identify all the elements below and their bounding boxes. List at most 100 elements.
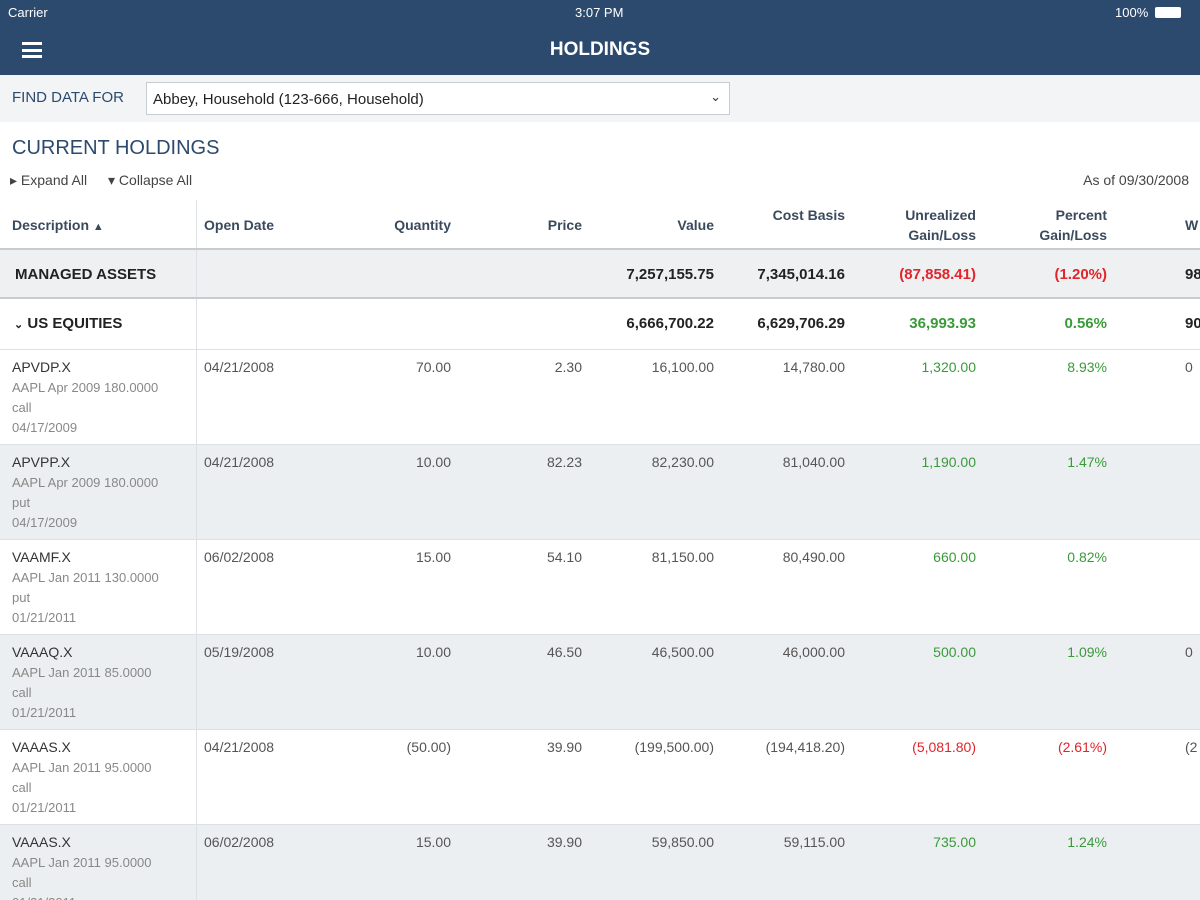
group-w: 98 (1185, 266, 1200, 283)
cell-value: 16,100.00 (651, 359, 714, 375)
group-name: MANAGED ASSETS (15, 266, 156, 283)
holding-row[interactable]: APVDP.X AAPL Apr 2009 180.0000 call 04/17/2… (0, 350, 1200, 445)
collapse-all[interactable]: ▾ Collapse All (108, 172, 193, 188)
cell-price: 39.90 (546, 739, 582, 755)
expand-label: Expand All (20, 172, 88, 188)
column-header[interactable]: Open Date (204, 217, 275, 233)
expiry: 04/17/2009 (12, 515, 78, 530)
cell-percent: 8.93% (1067, 359, 1107, 375)
cell-cost: 46,000.00 (782, 644, 845, 660)
collapse-label: Collapse All (118, 172, 193, 188)
cell-quantity: 70.00 (415, 359, 451, 375)
symbol: VAAAS.X (12, 834, 71, 850)
symbol: APVPP.X (12, 454, 71, 470)
cell-price: 82.23 (546, 454, 582, 470)
expiry: 01/21/2011 (12, 893, 76, 900)
cell-cost: (194,418.20) (765, 739, 845, 755)
group-value: 7,257,155.75 (626, 266, 714, 283)
description: AAPL Jan 2011 95.0000 (12, 760, 152, 775)
description: AAPL Apr 2009 180.0000 (12, 380, 159, 395)
cell-quantity: 10.00 (415, 644, 451, 660)
cell-quantity: 15.00 (415, 549, 451, 565)
cell-open: 04/21/2008 (204, 359, 275, 375)
divider (196, 540, 197, 634)
group-label: US EQUITIES (27, 315, 123, 332)
expiry: 01/21/2011 (12, 800, 77, 815)
cell-open: 06/02/2008 (204, 549, 275, 565)
divider (196, 299, 197, 349)
cell-gain: 1,190.00 (921, 454, 977, 470)
option-type: call (12, 685, 32, 700)
cell-gain: 660.00 (933, 549, 976, 565)
household-select[interactable]: Abbey, Household (123-666, Household) ⌄ (146, 82, 730, 115)
group-gain: (87,858.41) (899, 266, 976, 283)
description: AAPL Apr 2009 180.0000 (12, 475, 159, 490)
cell-price: 46.50 (546, 644, 582, 660)
expiry: 04/17/2009 (12, 420, 78, 435)
divider (196, 825, 197, 900)
cell-gain: (5,081.80) (912, 739, 976, 755)
option-type: put (12, 590, 31, 605)
group-percent: 0.56% (1064, 315, 1107, 332)
cell-percent: 1.47% (1067, 454, 1107, 470)
cell-quantity: 15.00 (415, 834, 451, 850)
group-label: MANAGED ASSETS (15, 266, 157, 283)
section-title: CURRENT HOLDINGS (12, 137, 220, 159)
group-cost: 7,345,014.16 (757, 266, 845, 283)
cell-value: 59,850.00 (651, 834, 714, 850)
column-header[interactable]: Unrealized Gain/Loss (905, 207, 976, 243)
cell-quantity: (50.00) (406, 739, 451, 755)
holding-row[interactable]: VAAAS.X AAPL Jan 2011 95.0000 call 01/21/20… (0, 825, 1200, 900)
description: AAPL Jan 2011 85.0000 (12, 665, 152, 680)
cell-open: 04/21/2008 (204, 454, 275, 470)
carrier: Carrier (8, 5, 48, 20)
column-header[interactable]: Quantity (394, 217, 451, 233)
holding-row[interactable]: VAAMF.X AAPL Jan 2011 130.0000 put 01/21/20… (0, 540, 1200, 635)
clock: 3:07 PM (575, 5, 624, 20)
column-header[interactable]: Percent Gain/Loss (1039, 207, 1107, 243)
holdings-table: Description ▲ Open Date Quantity Price Value… (0, 200, 1200, 900)
cell-percent: 0.82% (1067, 549, 1107, 565)
column-header[interactable]: Price (547, 217, 582, 233)
cell-value: 82,230.00 (651, 454, 714, 470)
cell-w: 0 (1185, 359, 1193, 375)
battery-percent: 100% (1115, 5, 1149, 20)
cell-cost: 81,040.00 (782, 454, 845, 470)
battery-icon (1155, 7, 1181, 18)
cell-gain: 735.00 (933, 834, 976, 850)
symbol: VAAAQ.X (12, 644, 73, 660)
cell-price: 2.30 (554, 359, 582, 375)
cell-value: 46,500.00 (651, 644, 714, 660)
header-row: Description ▲ Open Date Quantity Price Value… (0, 200, 1200, 250)
group-row: MANAGED ASSETS 7,257,155.75 7,345,014.16 (8… (0, 250, 1200, 299)
symbol: APVDP.X (12, 359, 71, 375)
holding-row[interactable]: APVPP.X AAPL Apr 2009 180.0000 put 04/17/20… (0, 445, 1200, 540)
expiry: 01/21/2011 (12, 705, 77, 720)
cell-value: (199,500.00) (634, 739, 714, 755)
group-cost: 6,629,706.29 (757, 315, 845, 332)
option-type: put (12, 495, 31, 510)
menu-button[interactable] (22, 42, 42, 58)
option-type: call (12, 400, 32, 415)
column-header[interactable]: Cost Basis (772, 207, 845, 223)
option-type: call (12, 780, 32, 795)
column-header[interactable]: Description ▲ (12, 217, 104, 233)
cell-price: 39.90 (546, 834, 582, 850)
holding-row[interactable]: VAAAQ.X AAPL Jan 2011 85.0000 call 01/21/20… (0, 635, 1200, 730)
expand-all[interactable]: ▸ Expand All (10, 172, 88, 188)
holding-row[interactable]: VAAAS.X AAPL Jan 2011 95.0000 call 01/21/20… (0, 730, 1200, 825)
divider (196, 445, 197, 539)
divider (196, 250, 197, 297)
cell-gain: 500.00 (933, 644, 976, 660)
cell-percent: 1.24% (1067, 834, 1107, 850)
cell-value: 81,150.00 (651, 549, 714, 565)
cell-open: 05/19/2008 (204, 644, 275, 660)
cell-cost: 80,490.00 (782, 549, 845, 565)
column-header[interactable]: W (1185, 217, 1199, 233)
column-header[interactable]: Value (677, 217, 714, 233)
group-name[interactable]: ⌄ US EQUITIES (14, 315, 123, 332)
select-value: Abbey, Household (123-666, Household) (153, 91, 424, 108)
page-title: HOLDINGS (549, 39, 651, 60)
symbol: VAAMF.X (12, 549, 71, 565)
group-w: 90 (1185, 315, 1200, 332)
